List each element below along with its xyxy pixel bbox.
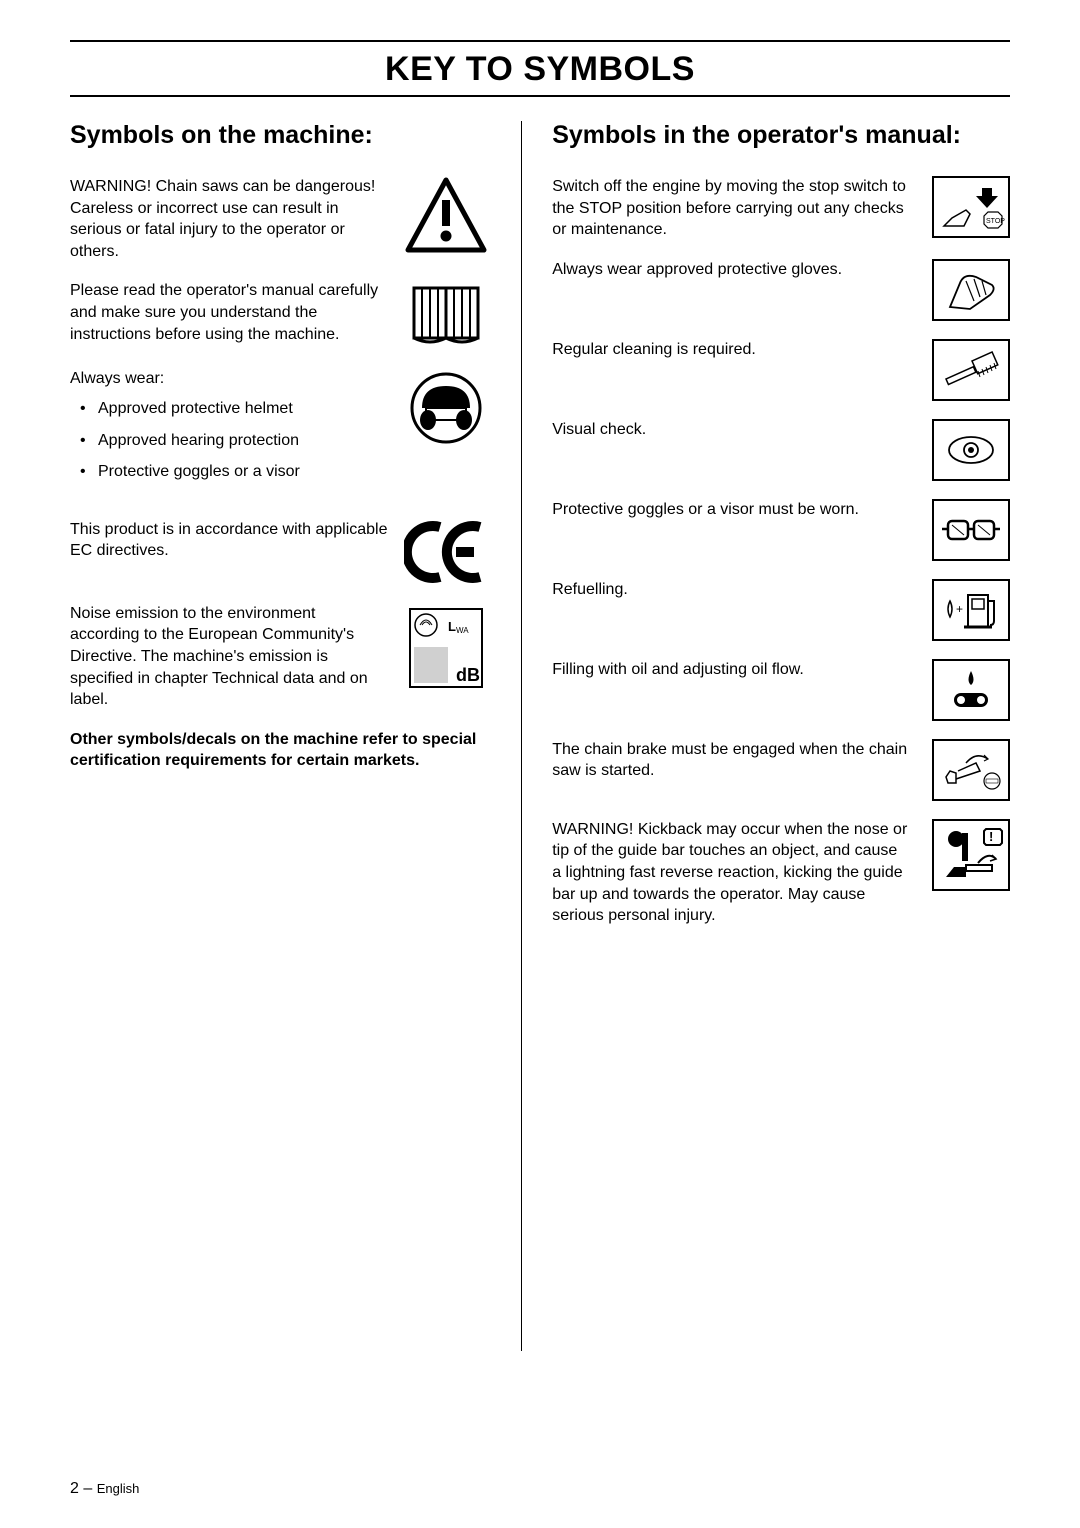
open-book-icon (401, 280, 491, 350)
cleaning-text: Regular cleaning is required. (552, 339, 908, 361)
eye-icon (920, 419, 1010, 481)
helmet-ppe-icon (401, 368, 491, 446)
warning-text: WARNING! Chain saws can be dangerous! Ca… (70, 176, 389, 262)
entry-gloves: Always wear approved protective gloves. (552, 259, 1010, 321)
refuel-text: Refuelling. (552, 579, 908, 601)
svg-text:WA: WA (456, 626, 469, 635)
list-item: Protective goggles or a visor (70, 461, 389, 483)
chain-brake-icon (920, 739, 1010, 801)
footer-page-number: 2 – (70, 1480, 92, 1497)
footer-language: English (97, 1481, 140, 1496)
svg-text:dB: dB (456, 665, 480, 685)
page-title: KEY TO SYMBOLS (70, 42, 1010, 95)
fuel-pump-icon: + (920, 579, 1010, 641)
visual-text: Visual check. (552, 419, 908, 441)
entry-stop-switch: Switch off the engine by moving the stop… (552, 176, 1010, 241)
chainbrake-text: The chain brake must be engaged when the… (552, 739, 908, 782)
entry-refuel: Refuelling. + (552, 579, 1010, 641)
two-column-layout: Symbols on the machine: WARNING! Chain s… (70, 121, 1010, 1351)
right-heading: Symbols in the operator's manual: (552, 121, 1010, 150)
warning-triangle-icon (401, 176, 491, 254)
entry-warning: WARNING! Chain saws can be dangerous! Ca… (70, 176, 491, 262)
manual-text: Please read the operator's manual carefu… (70, 280, 389, 345)
noise-text: Noise emission to the environment accord… (70, 603, 389, 711)
left-heading: Symbols on the machine: (70, 121, 491, 150)
ce-mark-icon (401, 519, 491, 585)
svg-text:!: ! (989, 829, 993, 844)
entry-oil: Filling with oil and adjusting oil flow. (552, 659, 1010, 721)
goggles-text: Protective goggles or a visor must be wo… (552, 499, 908, 521)
entry-kickback: WARNING! Kickback may occur when the nos… (552, 819, 1010, 927)
page-footer: 2 – English (70, 1480, 139, 1498)
ppe-list: Approved protective helmet Approved hear… (70, 398, 389, 483)
kickback-icon: ! (920, 819, 1010, 891)
noise-emission-icon: L WA dB (401, 603, 491, 693)
stop-text: Switch off the engine by moving the stop… (552, 176, 908, 241)
other-symbols-note: Other symbols/decals on the machine refe… (70, 729, 491, 772)
oil-chain-icon (920, 659, 1010, 721)
entry-noise: Noise emission to the environment accord… (70, 603, 491, 711)
kickback-text: WARNING! Kickback may occur when the nos… (552, 819, 908, 927)
svg-text:+: + (956, 602, 963, 616)
entry-manual: Please read the operator's manual carefu… (70, 280, 491, 350)
oil-text: Filling with oil and adjusting oil flow. (552, 659, 908, 681)
list-item: Approved hearing protection (70, 430, 389, 452)
goggles-icon (920, 499, 1010, 561)
entry-goggles: Protective goggles or a visor must be wo… (552, 499, 1010, 561)
list-item: Approved protective helmet (70, 398, 389, 420)
always-wear-block: Always wear: Approved protective helmet … (70, 368, 491, 500)
brush-icon (920, 339, 1010, 401)
gloves-text: Always wear approved protective gloves. (552, 259, 908, 281)
ce-text: This product is in accordance with appli… (70, 519, 389, 562)
svg-text:STOP: STOP (986, 218, 1005, 225)
gloves-icon (920, 259, 1010, 321)
entry-ce: This product is in accordance with appli… (70, 519, 491, 585)
entry-chainbrake: The chain brake must be engaged when the… (552, 739, 1010, 801)
right-column: Symbols in the operator's manual: Switch… (521, 121, 1010, 1351)
title-underline (70, 95, 1010, 97)
svg-text:L: L (448, 619, 456, 634)
entry-visual: Visual check. (552, 419, 1010, 481)
always-wear-label: Always wear: (70, 368, 389, 390)
entry-cleaning: Regular cleaning is required. (552, 339, 1010, 401)
stop-switch-icon: STOP (920, 176, 1010, 238)
left-column: Symbols on the machine: WARNING! Chain s… (70, 121, 521, 1351)
